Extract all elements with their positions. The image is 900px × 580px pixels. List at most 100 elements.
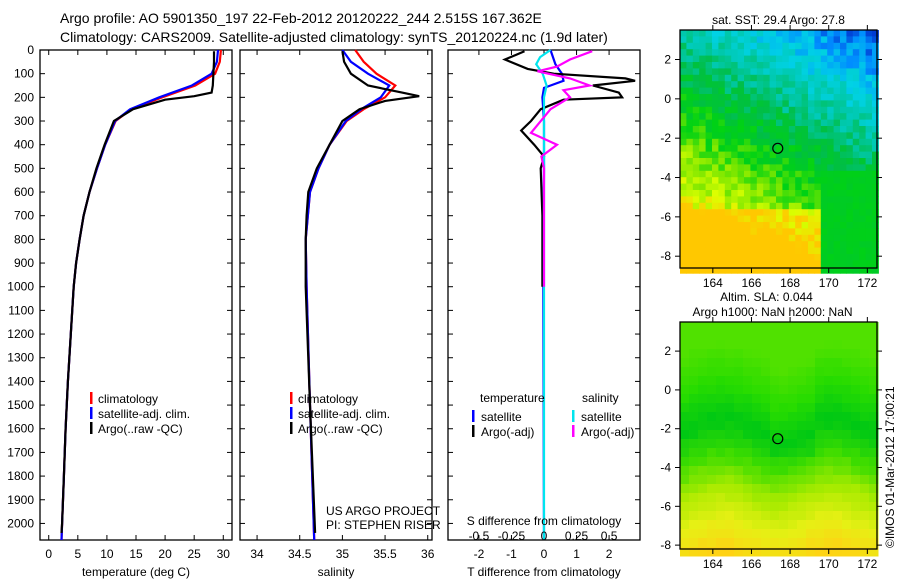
map-cell [737,132,745,140]
map-cell [779,502,789,512]
map-cell [712,183,719,191]
map-cell [725,367,735,377]
map-cell [842,430,852,440]
map-cell [725,484,735,494]
map-cell [833,68,841,76]
map-cell [761,367,771,377]
map-cell [782,49,790,57]
map-cell [698,448,708,458]
map-cell [705,126,713,133]
map-cell [731,106,739,114]
map-cell [763,247,771,255]
map-cell [718,190,726,197]
map-cell [689,430,699,440]
map-cell [770,421,780,431]
map-cell [769,151,777,159]
map-cell [744,36,751,44]
map-cell [865,126,873,133]
map-cell [689,457,699,467]
map-cell [734,412,744,422]
map-cell [788,94,796,101]
map-cell [744,228,751,236]
map-cell [788,49,796,57]
map-cell [712,190,719,197]
map-cell [782,55,790,63]
map-cell [718,177,726,185]
map-cell [814,126,822,133]
map-cell [842,376,852,386]
map-cell [699,183,707,191]
y-tick-label: 1800 [7,469,34,483]
map-cell [827,100,835,108]
map-cell [814,100,822,108]
map-cell [716,547,726,557]
map-cell [752,538,762,548]
map-cell [680,340,690,350]
map-cell [846,190,854,197]
map-cell [801,241,809,249]
map-cell [824,394,834,404]
map-cell [724,234,732,242]
map-cell [788,74,796,82]
map-cell [744,132,751,140]
map-cell [851,475,861,485]
map-cell [680,228,687,236]
map-cell [869,457,879,467]
map-cell [744,126,751,133]
map-cell [699,241,707,249]
map-cell [712,106,719,114]
map-cell [788,202,796,210]
map-cell [744,100,751,108]
map-cell [788,158,796,165]
map-cell [692,62,700,69]
map-cell [827,170,835,178]
map-cell [872,68,879,76]
map-cell [750,55,758,63]
map-cell [833,241,841,249]
map-cell [852,126,860,133]
map-cell [750,190,758,197]
map-cell [814,209,822,217]
map-cell [846,158,854,165]
map-cell [724,254,732,261]
map-cell [763,138,771,146]
map-cell [776,266,783,274]
legend-label: Argo(-adj) [581,425,634,439]
map-cell [737,138,745,146]
map-cell [851,493,861,503]
map-cell [699,49,707,57]
map-cell [731,234,739,242]
map-cell [782,234,790,242]
map-cell [869,475,879,485]
map-cell [734,484,744,494]
map-cell [750,215,758,223]
map-cell [763,106,771,114]
plot-frame [39,49,233,541]
map-cell [806,466,816,476]
map-frame [679,321,878,550]
map-cell [788,119,796,127]
map-cell [680,215,687,223]
map-cell [779,340,789,350]
x-tick-label: 10 [100,547,114,561]
map-cell [782,170,790,178]
map-cell [814,241,822,249]
map-cell [761,340,771,350]
map-cell [724,42,732,50]
map-cell [686,74,694,82]
map-cell [815,394,825,404]
map-cell [865,62,873,69]
map-cell [827,74,835,82]
map-cell [750,158,758,165]
map-cell [731,30,739,37]
map-cell [779,385,789,395]
map-cell [737,62,745,69]
map-cell [724,177,732,185]
map-cell [833,215,841,223]
map-cell [686,183,694,191]
map-cell [801,254,809,261]
map-cell [761,403,771,413]
map-cell [808,87,815,95]
map-cell [842,421,852,431]
x-tick-label: 30 [217,547,231,561]
